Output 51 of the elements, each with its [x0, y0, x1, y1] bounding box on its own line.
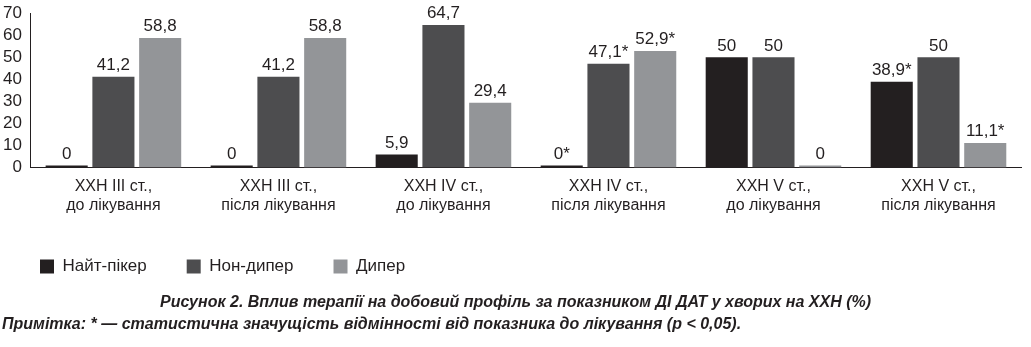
data-label: 50: [764, 35, 783, 55]
data-label: 0*: [553, 143, 571, 163]
legend-label: Нон-дипер: [209, 256, 294, 276]
data-label: 52,9*: [635, 29, 676, 49]
data-label: 0: [815, 143, 825, 163]
data-label: 50: [929, 35, 948, 55]
y-tick-label: 50: [2, 47, 22, 66]
y-tick-label: 30: [2, 91, 22, 111]
x-tick-label: ХХН IV ст., після лікування: [551, 176, 666, 213]
data-label: 11,1*: [966, 121, 1005, 141]
bar: [964, 143, 1007, 168]
bar: [634, 50, 677, 168]
bar: [304, 37, 347, 168]
y-tick-label: 10: [2, 135, 22, 155]
data-label: 58,8: [143, 16, 177, 36]
data-label: 47,1*: [588, 41, 629, 61]
y-tick-label: 60: [2, 24, 22, 44]
y-tick-label: 0: [12, 157, 22, 177]
bar: [375, 154, 418, 168]
y-tick-label: 20: [2, 113, 22, 133]
bar: [705, 57, 748, 168]
data-label: 64,7: [426, 3, 460, 23]
bar: [469, 102, 512, 168]
x-tick-label: ХХН III ст., до лікування: [66, 176, 161, 213]
x-tick-label: ХХН III ст., після лікування: [221, 176, 336, 213]
bar: [92, 76, 135, 168]
bar: [752, 57, 795, 168]
y-tick-label: 40: [2, 69, 22, 89]
data-label: 0: [226, 143, 237, 163]
legend-label: Дипер: [356, 256, 406, 276]
bar: [139, 37, 182, 168]
data-label: 38,9*: [871, 59, 912, 79]
data-label: 50: [717, 35, 737, 55]
legend-label: Найт-пікер: [62, 256, 147, 276]
data-label: 41,2: [261, 54, 295, 74]
bar: [422, 24, 465, 168]
data-label: 29,4: [473, 80, 507, 100]
data-label: 0: [61, 143, 72, 163]
bar: [917, 57, 960, 168]
bar: [587, 63, 630, 168]
bar: [257, 76, 300, 168]
data-label: 5,9: [384, 132, 409, 152]
x-tick-label: ХХН IV ст., до лікування: [396, 176, 491, 213]
data-label: 58,8: [308, 16, 342, 36]
text: Рисунок 2. Вплив терапії на добовий профіль за показником ДІ ДАТ у хворих на ХХН (%): [158, 293, 873, 311]
y-tick-label: 70: [2, 2, 22, 22]
x-tick-label: ХХН V ст., після лікування: [881, 176, 996, 213]
bar: [870, 81, 913, 168]
text: Примітка: * — статистична значущість відмінності від показника до лікування (p < 0,05).: [1, 315, 743, 333]
data-label: 41,2: [96, 54, 130, 74]
x-tick-label: ХХН V ст., до лікування: [726, 176, 821, 213]
